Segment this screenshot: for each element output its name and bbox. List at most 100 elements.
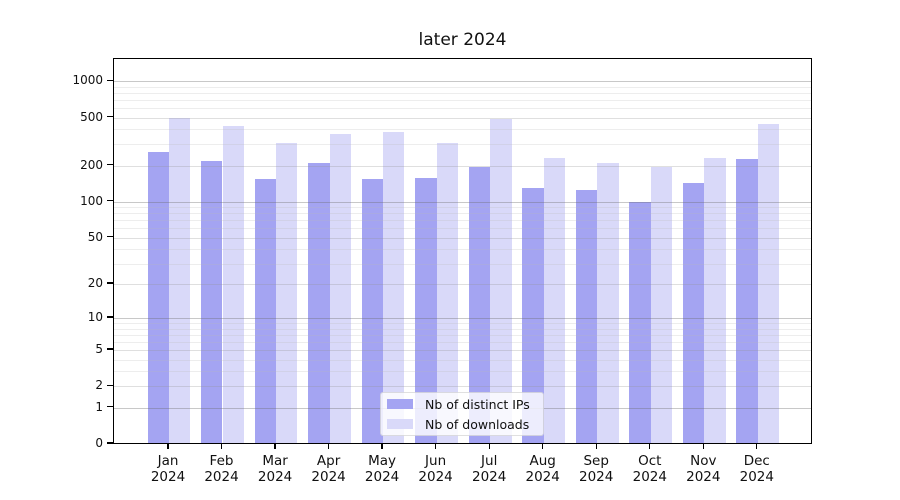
x-tick-label-line: Apr: [316, 453, 341, 469]
bar-nb-of-distinct-ips-4: [361, 178, 384, 443]
x-tick-label-line: 2024: [525, 469, 560, 485]
y-tick-label-5: 5: [95, 341, 103, 356]
x-tick-mark-10: [702, 444, 704, 449]
y-tick-mark-200: [107, 163, 113, 166]
bar-nb-of-downloads-4: [383, 131, 405, 443]
y-tick-mark-100: [107, 200, 113, 202]
gridline-7: [114, 334, 811, 336]
y-tick-label-50: 50: [87, 229, 103, 244]
bar-nb-of-distinct-ips-7: [522, 187, 544, 443]
x-tick-mark-11: [756, 444, 758, 449]
x-tick-label-line: 2024: [150, 469, 186, 485]
y-tick-label-100: 100: [80, 193, 103, 208]
x-tick-label-line: 2024: [257, 469, 293, 485]
bar-nb-of-downloads-2: [276, 142, 298, 443]
gridline-3: [114, 371, 811, 373]
gridline-50: [114, 237, 811, 239]
y-tick-mark-50: [107, 235, 113, 238]
bar-nb-of-downloads-5: [436, 142, 458, 443]
bar-nb-of-downloads-8: [597, 163, 619, 443]
x-tick-label-line: Jan: [157, 453, 179, 469]
gridline-5: [114, 349, 811, 351]
bar-nb-of-distinct-ips-3: [308, 162, 330, 443]
bar-nb-of-distinct-ips-5: [415, 178, 437, 443]
y-tick-label-0: 0: [95, 436, 103, 450]
x-tick-mark-7: [542, 444, 544, 449]
x-tick-mark-0: [167, 444, 169, 449]
gridline-80: [114, 213, 811, 215]
gridline-100: [114, 201, 811, 203]
x-tick-mark-5: [434, 444, 437, 449]
legend-swatch-distinct-ips: [387, 399, 413, 409]
x-tick-label-line: Feb: [209, 453, 234, 469]
x-tick-label-line: Dec: [743, 453, 770, 469]
bar-nb-of-distinct-ips-1: [201, 160, 223, 443]
x-tick-label-line: Sep: [583, 453, 609, 469]
x-tick-label-line: Mar: [262, 453, 288, 469]
y-tick-mark-0: [107, 442, 113, 444]
y-tick-mark-1: [107, 405, 113, 408]
gridline-30: [114, 263, 811, 265]
x-tick-label-line: Oct: [638, 453, 662, 469]
gridline-800: [114, 93, 811, 94]
y-tick-mark-5: [107, 348, 113, 350]
x-tick-label-line: 2024: [632, 469, 667, 485]
x-tick-mark-4: [381, 444, 383, 449]
x-tick-label-0: Jan 2024: [136, 453, 200, 485]
gridline-200: [114, 165, 811, 167]
gridline-40: [114, 249, 811, 250]
x-tick-mark-1: [220, 444, 223, 449]
chart-title: later 2024: [418, 30, 507, 50]
x-tick-label-line: 2024: [418, 469, 453, 485]
x-tick-label-5: Jun 2024: [404, 453, 468, 485]
x-tick-label-line: Aug: [529, 453, 556, 469]
gridline-9: [114, 323, 811, 325]
legend-swatch-downloads: [387, 419, 413, 429]
legend: Nb of distinct IPs Nb of downloads: [380, 392, 544, 436]
x-tick-mark-8: [595, 444, 597, 449]
y-tick-label-500: 500: [80, 109, 103, 124]
bar-nb-of-distinct-ips-8: [575, 190, 598, 443]
gridline-700: [114, 100, 811, 101]
x-tick-label-1: Feb 2024: [190, 453, 254, 485]
gridline-4: [114, 359, 811, 361]
bar-nb-of-distinct-ips-10: [682, 182, 705, 443]
bar-nb-of-distinct-ips-6: [468, 166, 491, 443]
bar-nb-of-downloads-10: [704, 158, 726, 443]
y-tick-mark-1000: [107, 79, 113, 81]
x-tick-label-line: Jul: [481, 453, 498, 469]
x-tick-label-line: 2024: [311, 469, 346, 485]
x-tick-label-6: Jul 2024: [457, 453, 521, 485]
bar-nb-of-distinct-ips-9: [629, 202, 651, 443]
x-tick-mark-9: [649, 444, 651, 449]
gridline-500: [114, 117, 811, 119]
gridline-6: [114, 341, 811, 343]
gridline-1000: [114, 81, 811, 83]
gridline-900: [114, 86, 811, 88]
bar-nb-of-downloads-6: [490, 119, 512, 443]
x-tick-label-4: May 2024: [350, 453, 414, 485]
legend-label-distinct-ips: Nb of distinct IPs: [425, 396, 530, 412]
y-tick-mark-500: [107, 115, 113, 118]
y-tick-mark-2: [107, 384, 113, 386]
legend-label-downloads: Nb of downloads: [425, 416, 530, 432]
y-tick-label-1000: 1000: [72, 73, 103, 88]
x-tick-label-11: Dec 2024: [725, 453, 789, 485]
bar-nb-of-distinct-ips-2: [254, 179, 277, 443]
plot-area: [113, 58, 812, 444]
x-tick-label-2: Mar 2024: [243, 453, 307, 485]
gridline-400: [114, 129, 811, 131]
gridline-60: [114, 228, 811, 230]
x-tick-label-line: May: [368, 453, 397, 469]
x-tick-label-line: 2024: [204, 469, 239, 485]
gridline-300: [114, 144, 811, 146]
bar-nb-of-distinct-ips-11: [736, 159, 758, 443]
y-tick-label-1: 1: [95, 399, 103, 414]
y-tick-label-2: 2: [95, 378, 103, 393]
y-tick-label-10: 10: [87, 310, 103, 325]
bar-nb-of-downloads-7: [543, 158, 566, 443]
gridline-90: [114, 207, 811, 209]
y-tick-label-20: 20: [87, 276, 103, 291]
x-tick-label-line: 2024: [579, 469, 614, 485]
bar-nb-of-downloads-0: [169, 117, 191, 443]
